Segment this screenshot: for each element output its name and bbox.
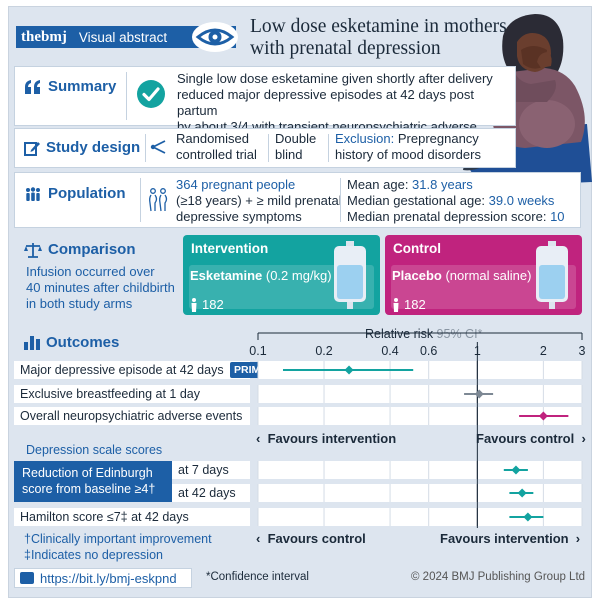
tick-label: 0.4 (381, 344, 398, 358)
population-panel (14, 172, 581, 228)
study-design-panel (14, 128, 516, 168)
favours-intervention-2: Favours intervention › (440, 531, 581, 546)
bmj-mini-logo-icon (20, 572, 34, 584)
study-design-heading: Study design (24, 139, 140, 156)
favours-intervention-1: ‹ Favours intervention (256, 431, 397, 446)
point-estimate (474, 389, 484, 399)
person-icon (191, 297, 197, 312)
ci-note: *Confidence interval (206, 571, 309, 583)
tick-label: 0.6 (420, 344, 437, 358)
tick-label: 2 (540, 344, 547, 358)
summary-heading: Summary (24, 78, 116, 95)
iv-bag-icon (536, 241, 568, 309)
check-circle-icon (137, 80, 165, 108)
row-label-adverse-events: Overall neuropsychiatric adverse events (14, 407, 250, 425)
axis-title: Relative risk 95% CI* (362, 327, 486, 341)
point-estimate (523, 512, 533, 522)
design-blinding: Double blind (275, 131, 317, 162)
summary-panel (14, 66, 516, 126)
intervention-n: 182 (190, 297, 224, 312)
design-divider-1 (268, 134, 269, 162)
control-n: 182 (392, 297, 426, 312)
person-icon (393, 297, 399, 312)
eye-badge (192, 22, 238, 52)
population-criteria: 364 pregnant people (≥18 years) + ≥ mild… (176, 177, 342, 224)
outcomes-heading: Outcomes (24, 334, 119, 351)
quote-icon (25, 79, 40, 94)
summary-divider (126, 72, 127, 120)
population-divider-2 (340, 178, 341, 222)
plot-row-bg (258, 508, 582, 526)
plot-row-bg (258, 385, 582, 403)
plot-row-bg (258, 361, 582, 379)
brand-logo: thebmj (21, 28, 67, 45)
point-estimate (511, 465, 521, 475)
design-divider-2 (328, 134, 329, 162)
bar-chart-icon (24, 335, 40, 350)
row-label-breastfeeding: Exclusive breastfeeding at 1 day (14, 385, 250, 403)
iv-bag-icon (334, 241, 366, 309)
design-rct: Randomised controlled trial (176, 131, 257, 162)
control-drug: Placebo (normal saline) (392, 268, 532, 283)
population-heading: Population (24, 185, 126, 202)
footnotes: †Clinically important improvement ‡Indic… (24, 532, 212, 562)
comparison-text: Infusion occurred over 40 minutes after … (26, 264, 175, 311)
tick-label: 3 (579, 344, 586, 358)
design-exclusion: Exclusion: Prepregnancy history of mood … (335, 131, 481, 162)
row-label-hamilton: Hamilton score ≤7‡ at 42 days (14, 508, 250, 526)
point-estimate (538, 411, 548, 421)
tick-label: 0.2 (315, 344, 332, 358)
row-label-7-days: at 7 days (172, 461, 250, 479)
randomise-icon (150, 140, 166, 154)
control-card: Control Placebo (normal saline) 182 (385, 235, 582, 315)
study-divider (145, 134, 146, 162)
depression-heading: Depression scale scores (26, 443, 163, 457)
plot-row-bg (258, 484, 582, 502)
row-label-major-depressive: Major depressive episode at 42 days (14, 361, 250, 379)
pencil-square-icon (24, 141, 40, 156)
row-label-42-days: at 42 days (172, 484, 250, 502)
comparison-heading: Comparison (24, 241, 136, 258)
brand-suffix: Visual abstract (78, 29, 168, 45)
brand-bar: thebmj Visual abstract (16, 26, 236, 48)
intervention-card: Intervention Esketamine (0.2 mg/kg) 182 (183, 235, 380, 315)
edinburgh-label: Reduction of Edinburgh score from baseli… (14, 461, 172, 502)
eye-icon (195, 28, 235, 46)
url-link[interactable]: https://bit.ly/bmj-eskpnd (14, 568, 192, 588)
plot-row-bg (258, 407, 582, 425)
plot-row-bg (258, 461, 582, 479)
intervention-drug: Esketamine (0.2 mg/kg) (190, 268, 332, 283)
favours-control-2: ‹ Favours control (256, 531, 366, 546)
copyright: © 2024 BMJ Publishing Group Ltd (411, 571, 586, 583)
tick-label: 0.1 (249, 344, 266, 358)
page-title: Low dose esketamine in mothers with pren… (250, 16, 507, 59)
pregnant-people-icon (149, 188, 168, 212)
population-divider (140, 178, 141, 222)
scales-icon (24, 242, 42, 258)
point-estimate (517, 488, 527, 498)
point-estimate (344, 365, 354, 375)
people-icon (26, 186, 40, 201)
population-stats: Mean age: 31.8 years Median gestational … (347, 177, 565, 224)
favours-control-1: Favours control › (476, 431, 586, 446)
